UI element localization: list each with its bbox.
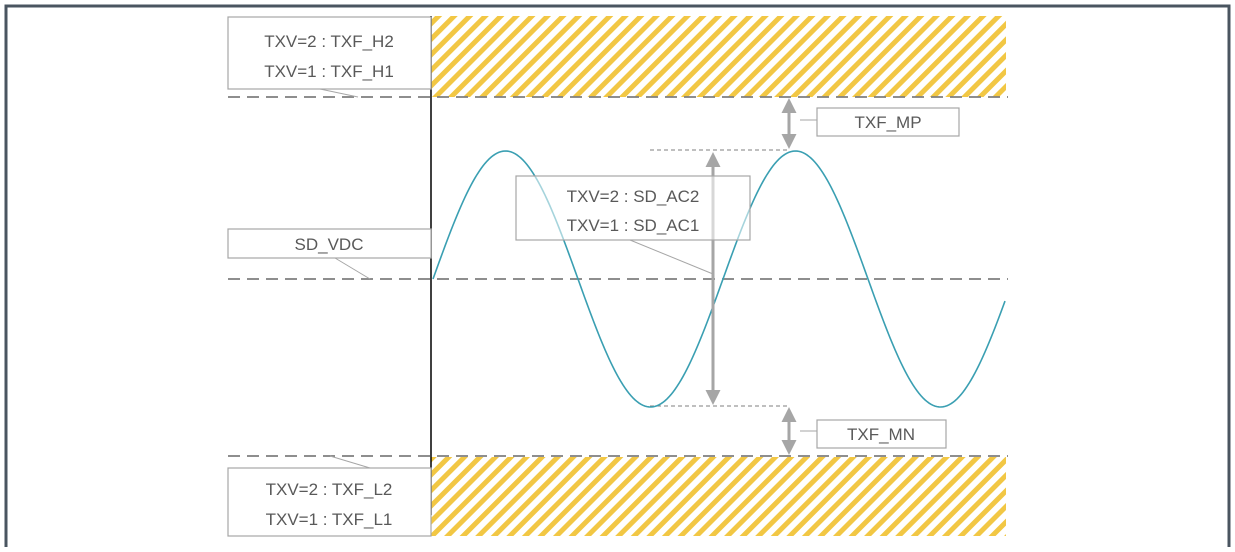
low-threshold-callout: TXV=2 : TXF_L2 TXV=1 : TXF_L1	[227, 467, 432, 537]
upper-forbidden-zone	[431, 16, 1006, 97]
margin-positive-label: TXF_MP	[854, 113, 921, 132]
ac-amplitude-line1: TXV=2 : SD_AC2	[567, 187, 700, 206]
ac-amplitude-leader	[629, 239, 714, 275]
high-threshold-leader	[319, 88, 359, 98]
high-threshold-callout: TXV=2 : TXF_H2 TXV=1 : TXF_H1	[227, 16, 432, 90]
margin-negative-callout: TXF_MN	[816, 419, 947, 449]
lower-forbidden-zone	[431, 457, 1006, 536]
low-threshold-leader	[329, 455, 371, 469]
dc-level-label: SD_VDC	[295, 235, 364, 254]
high-threshold-line1: TXV=2 : TXF_H2	[264, 32, 394, 51]
high-threshold-line2: TXV=1 : TXF_H1	[264, 62, 394, 81]
margin-negative-label: TXF_MN	[847, 425, 915, 444]
ac-amplitude-line2: TXV=1 : SD_AC1	[567, 216, 700, 235]
outer-frame	[4, 4, 1231, 547]
low-threshold-line2: TXV=1 : TXF_L1	[266, 510, 393, 529]
dc-level-callout: SD_VDC	[227, 228, 432, 259]
ac-amplitude-callout: TXV=2 : SD_AC2 TXV=1 : SD_AC1	[515, 175, 751, 241]
margin-positive-callout: TXF_MP	[816, 107, 960, 137]
low-threshold-line1: TXV=2 : TXF_L2	[266, 480, 393, 499]
dc-level-leader	[334, 257, 371, 280]
